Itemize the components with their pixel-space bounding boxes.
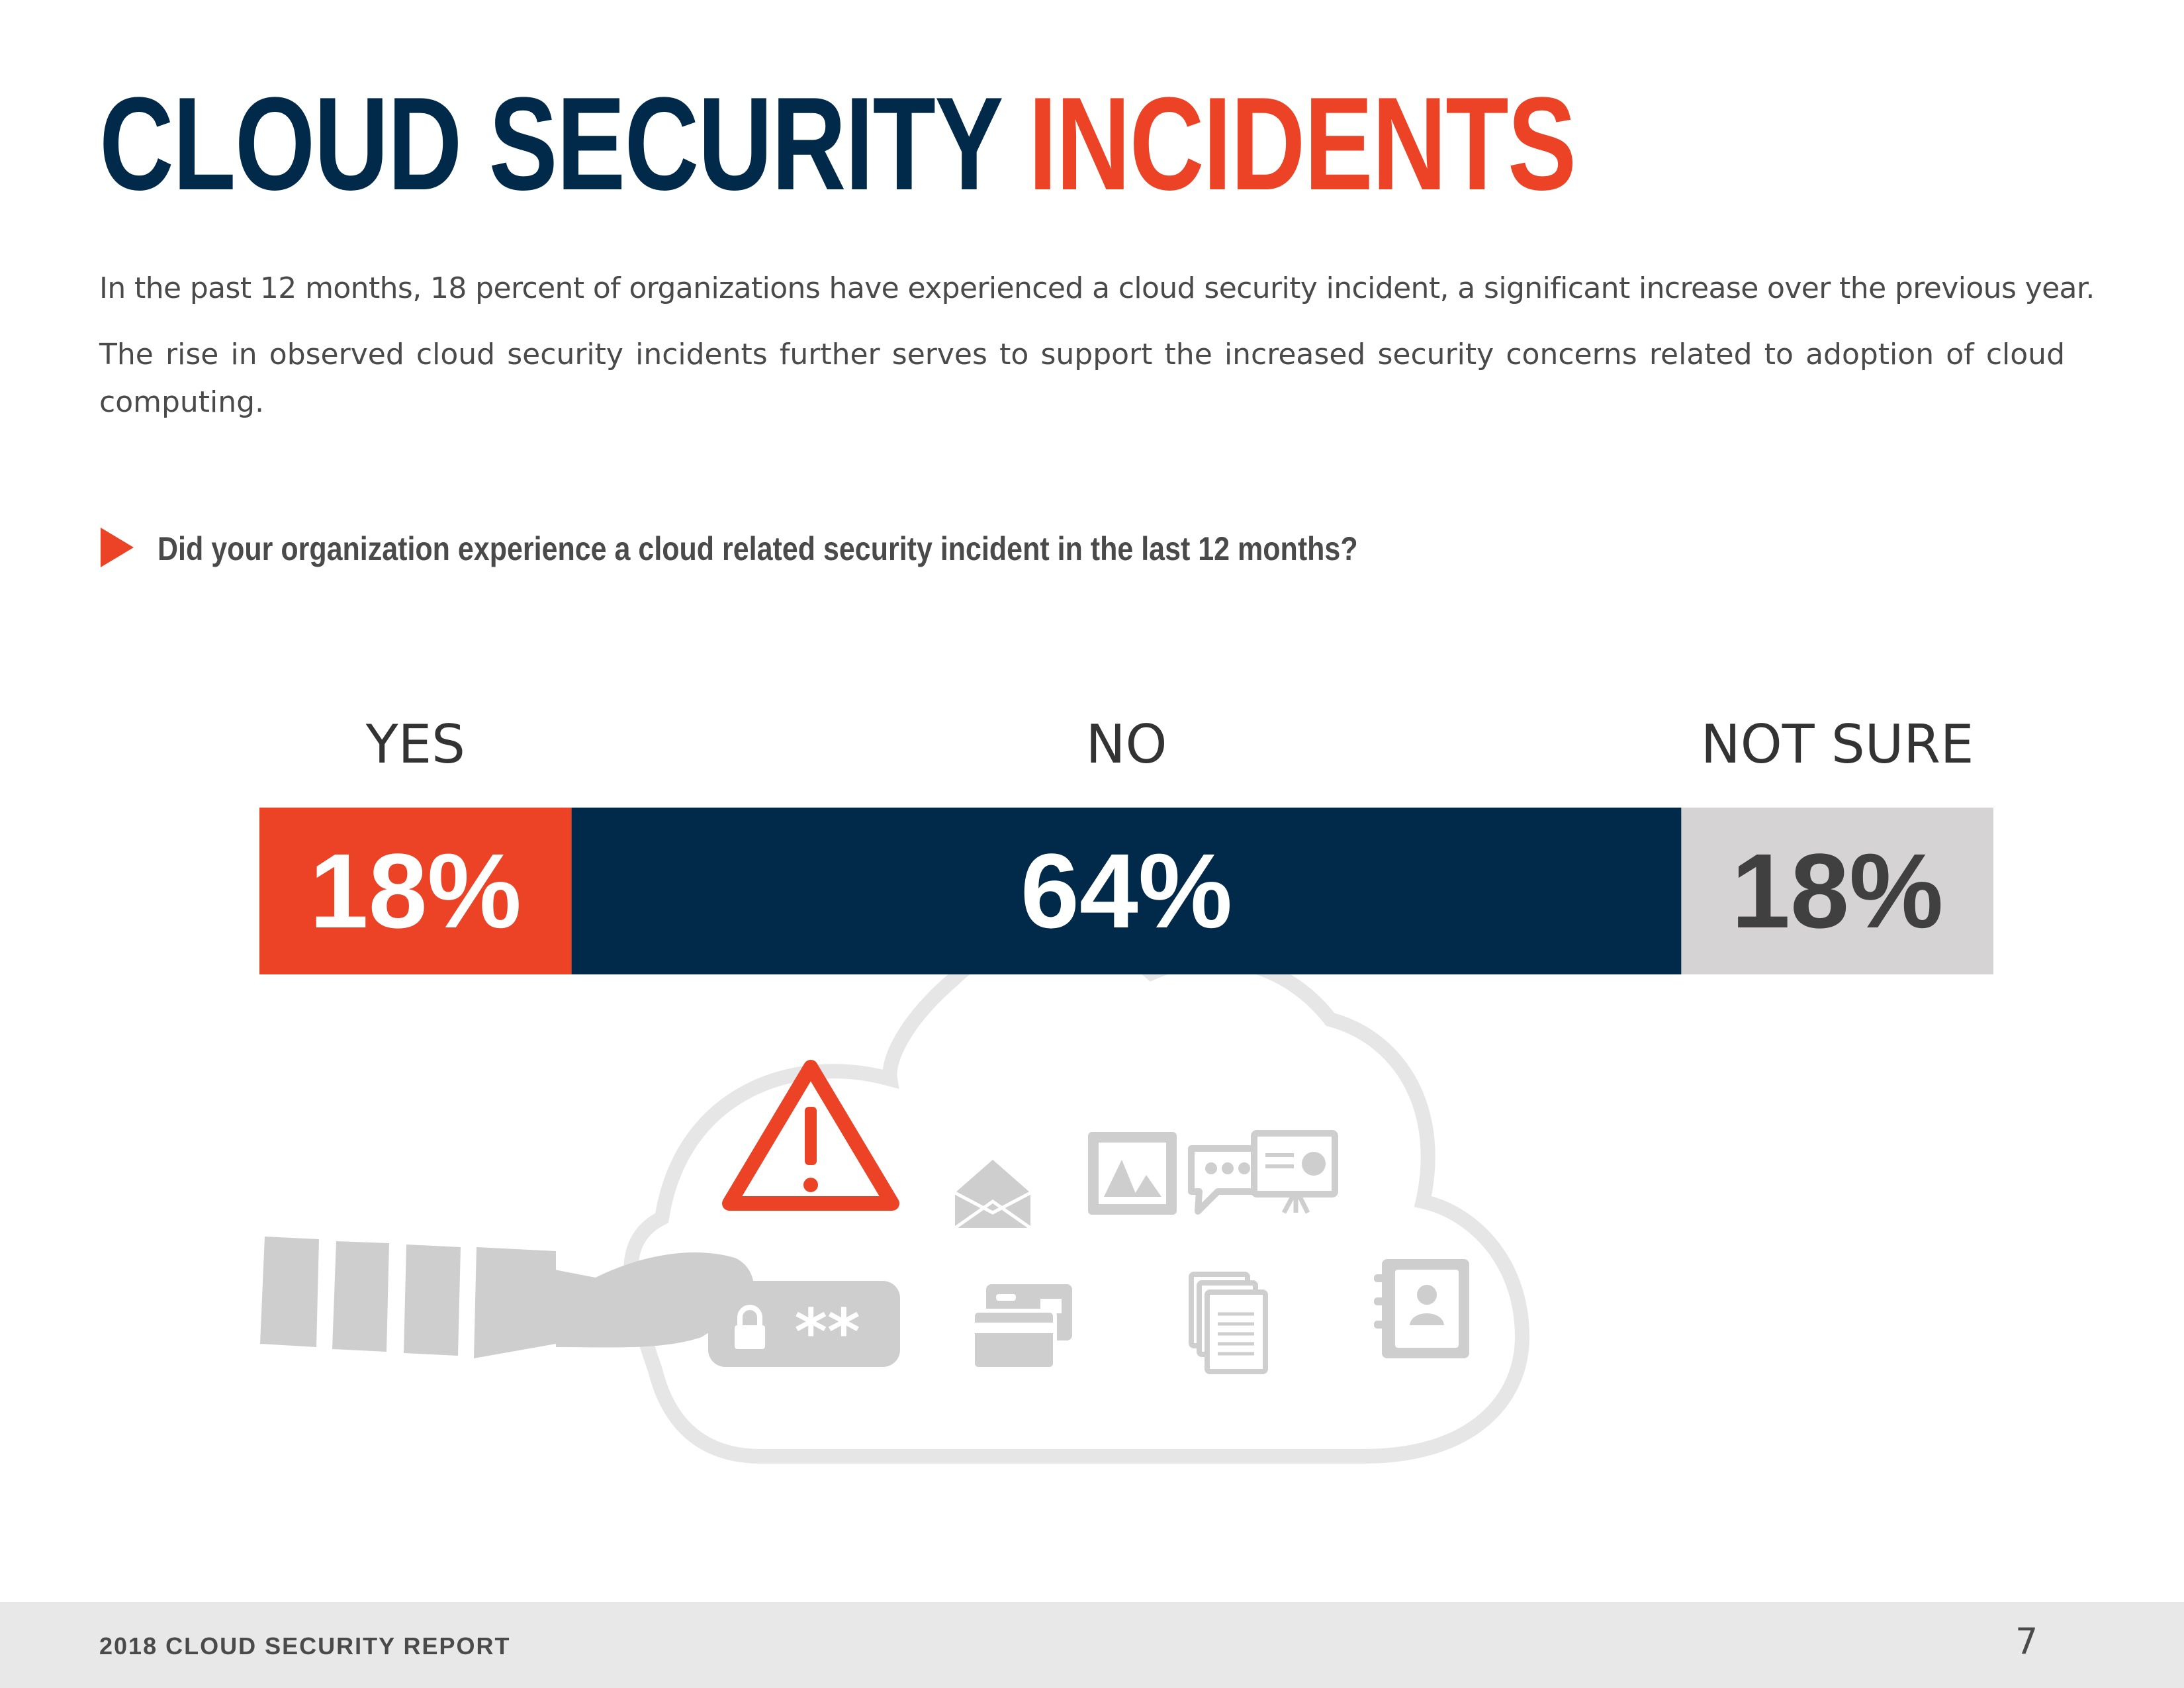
page-title-accent: INCIDENTS	[1028, 70, 1576, 218]
value-label-no: 64%	[1021, 831, 1232, 950]
footer-bar: 2018 CLOUD SECURITY REPORT 7	[0, 1602, 2184, 1688]
contacts-book-icon	[1374, 1259, 1469, 1358]
value-label-not-sure: 18%	[1731, 831, 1943, 950]
page-title-main: CLOUD SECURITY	[99, 70, 1002, 218]
segment-label-not-sure: NOT SURE	[1700, 714, 1974, 775]
page-number: 7	[2015, 1620, 2038, 1662]
intro-paragraph-2: The rise in observed cloud security inci…	[99, 338, 2065, 419]
image-icon	[1088, 1132, 1177, 1215]
password-icon: **	[708, 1281, 900, 1369]
hand-icon	[260, 1237, 754, 1358]
stacked-bar: 18% 64% 18%	[259, 808, 1993, 974]
bar-segment-yes	[259, 808, 572, 974]
envelope-icon	[954, 1160, 1032, 1230]
segment-label-no: NO	[1085, 714, 1167, 775]
value-label-yes: 18%	[310, 831, 522, 950]
documents-icon	[1189, 1272, 1268, 1374]
segment-label-yes: YES	[365, 714, 465, 775]
password-mask-text: **	[794, 1296, 860, 1369]
survey-question: Did your organization experience a cloud…	[158, 530, 1358, 567]
bar-segment-not-sure	[1681, 808, 1993, 974]
footer-report-title: 2018 CLOUD SECURITY REPORT	[99, 1632, 511, 1660]
question-arrow-icon	[101, 528, 134, 567]
intro-paragraph-1: In the past 12 months, 18 percent of org…	[99, 271, 2095, 305]
warning-icon	[722, 1060, 899, 1211]
credit-card-icon	[971, 1284, 1072, 1371]
presentation-icon	[1251, 1130, 1338, 1214]
bar-segment-no	[571, 808, 1682, 974]
illustration-and-chart: **	[259, 808, 1993, 1464]
page-title: CLOUD SECURITY INCIDENTS	[99, 78, 1576, 211]
